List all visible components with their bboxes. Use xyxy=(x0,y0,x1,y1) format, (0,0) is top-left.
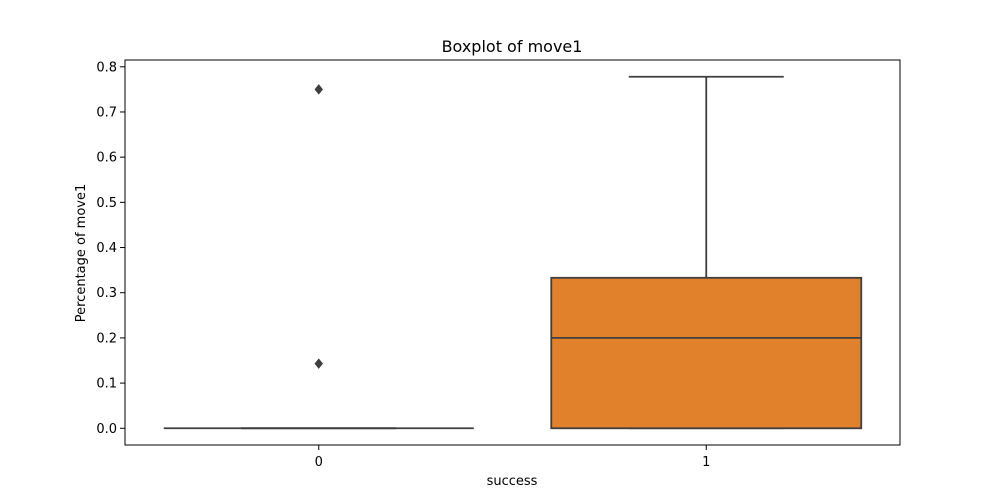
plot-frame xyxy=(124,59,901,446)
y-tick-label: 0.0 xyxy=(96,422,117,437)
box-group-0 xyxy=(163,84,474,430)
outlier-point xyxy=(314,358,323,369)
chart-title: Boxplot of move1 xyxy=(442,37,583,56)
plot-area xyxy=(163,75,863,430)
x-tick-label: 1 xyxy=(702,455,710,470)
y-tick-label: 0.2 xyxy=(96,331,117,346)
box-body xyxy=(550,276,863,430)
y-tick-label: 0.6 xyxy=(96,151,117,166)
y-tick-label: 0.3 xyxy=(96,286,117,301)
outlier-point xyxy=(314,84,323,95)
x-tick-label: 0 xyxy=(315,455,323,470)
box-group-1 xyxy=(550,75,863,430)
y-axis-label: Percentage of move1 xyxy=(74,184,89,323)
y-tick-label: 0.8 xyxy=(96,60,117,75)
y-tick-label: 0.5 xyxy=(96,196,117,211)
y-tick-label: 0.1 xyxy=(96,377,117,392)
y-tick-label: 0.7 xyxy=(96,105,117,120)
y-tick-label: 0.4 xyxy=(96,241,117,256)
y-axis: 0.0 0.1 0.2 0.3 0.4 0.5 0.6 0.7 0.8 xyxy=(96,60,125,437)
x-axis-label: success xyxy=(487,474,538,489)
